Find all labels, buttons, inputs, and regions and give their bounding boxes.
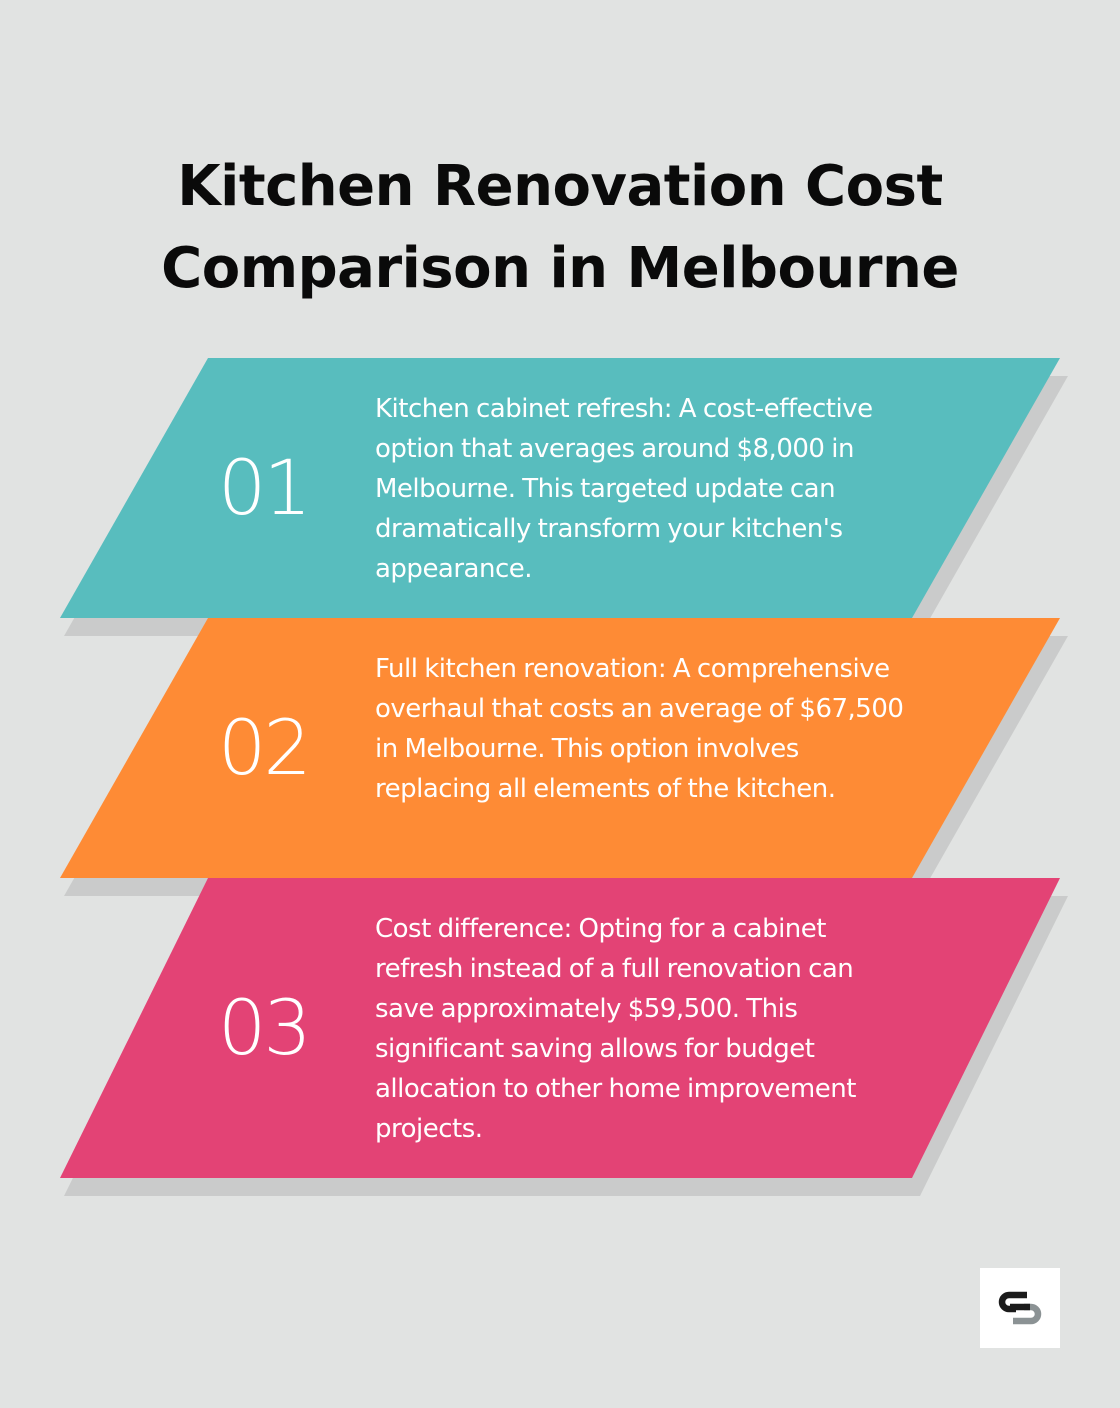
item-card-02: 02 Full kitchen renovation: A comprehens… [0, 618, 1120, 896]
page-title: Kitchen Renovation Cost Comparison in Me… [0, 146, 1120, 310]
item-number-03: 03 [218, 983, 312, 1072]
item-card-01: 01 Kitchen cabinet refresh: A cost-effec… [0, 358, 1120, 636]
item-card-02-shape [60, 618, 1068, 896]
item-number-01: 01 [218, 443, 312, 532]
item-description-03: Cost difference: Opting for a cabinet re… [375, 914, 856, 1144]
item-number-02: 02 [218, 703, 312, 792]
brand-logo [980, 1268, 1060, 1348]
title-line-1: Kitchen Renovation Cost [177, 153, 943, 219]
item-description-02: Full kitchen renovation: A comprehensive… [375, 654, 904, 804]
item-card-03-shape [60, 878, 1068, 1196]
title-line-2: Comparison in Melbourne [161, 235, 959, 301]
brand-logo-icon [998, 1291, 1042, 1325]
item-card-01-shape [60, 358, 1068, 636]
item-card-03: 03 Cost difference: Opting for a cabinet… [0, 878, 1120, 1196]
item-description-01: Kitchen cabinet refresh: A cost-effectiv… [375, 394, 873, 584]
